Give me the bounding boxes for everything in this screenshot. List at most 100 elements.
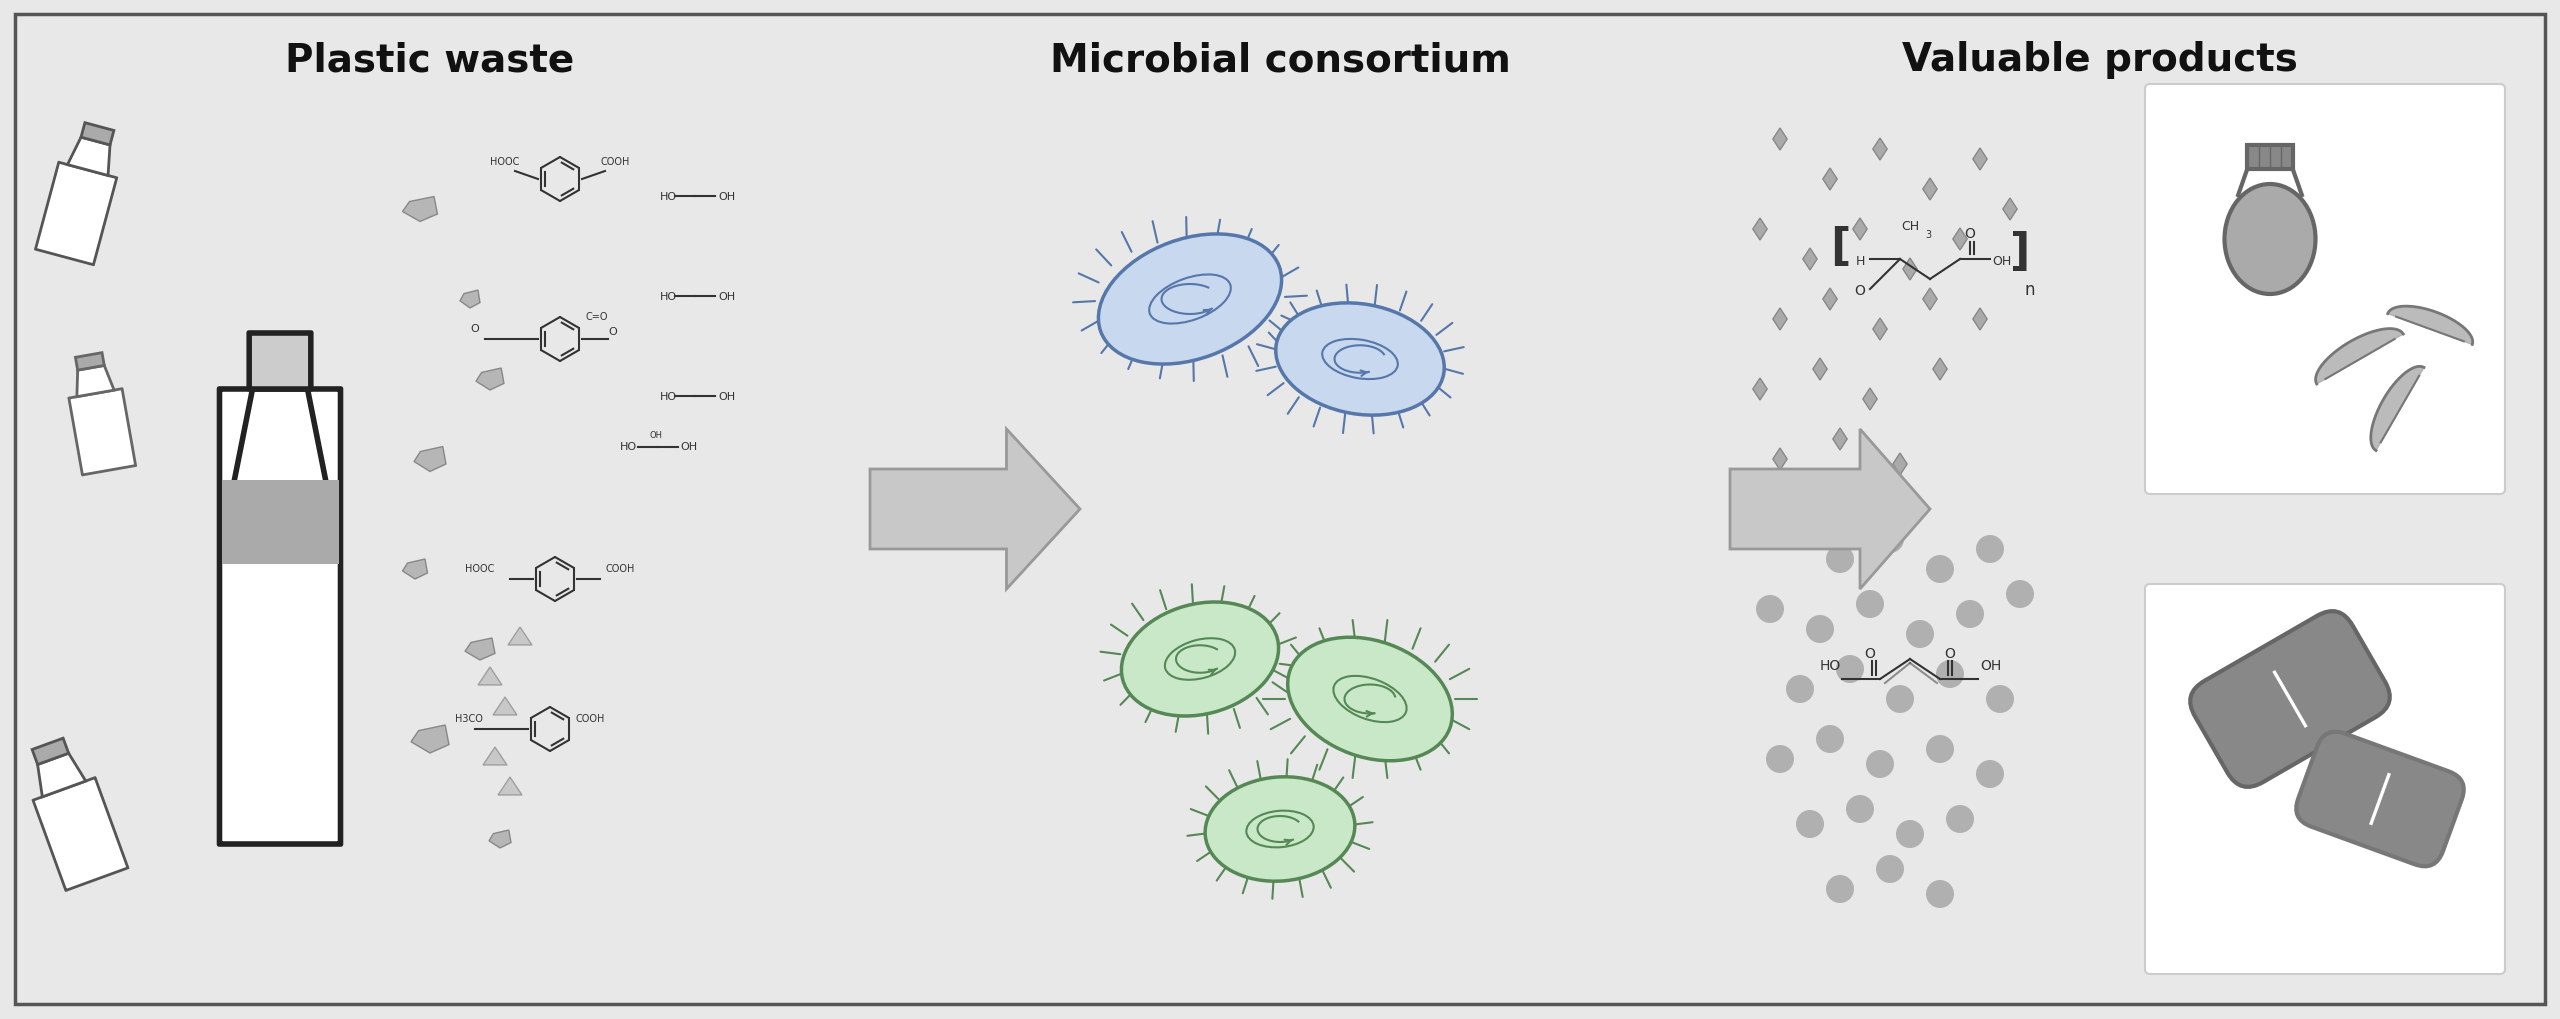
Text: Plastic waste: Plastic waste [284, 41, 573, 78]
Polygon shape [1933, 359, 1948, 381]
Text: HO: HO [660, 291, 678, 302]
Polygon shape [1953, 229, 1966, 251]
FancyBboxPatch shape [2145, 85, 2506, 494]
Bar [82, 123, 113, 146]
Bar [33, 739, 69, 764]
Polygon shape [479, 667, 502, 686]
Ellipse shape [1275, 304, 1444, 416]
Polygon shape [1802, 249, 1818, 271]
Polygon shape [461, 290, 481, 309]
Text: CH: CH [1902, 220, 1920, 232]
Polygon shape [476, 369, 504, 390]
Polygon shape [1812, 359, 1828, 381]
Polygon shape [1892, 453, 1907, 476]
Polygon shape [1823, 288, 1838, 311]
Text: COOH: COOH [576, 713, 604, 723]
Circle shape [1815, 726, 1843, 753]
FancyBboxPatch shape [220, 389, 340, 844]
Polygon shape [494, 697, 517, 715]
Ellipse shape [2225, 184, 2314, 294]
Polygon shape [1754, 219, 1766, 240]
Polygon shape [1731, 430, 1930, 589]
Text: OH: OH [717, 391, 735, 401]
Text: OH: OH [717, 291, 735, 302]
Ellipse shape [1098, 234, 1283, 365]
Text: O: O [1946, 646, 1956, 660]
Circle shape [1987, 686, 2015, 713]
Text: OH: OH [1979, 658, 2002, 673]
Polygon shape [1774, 128, 1787, 151]
Circle shape [1846, 795, 1874, 823]
Bar [223, 481, 338, 565]
Text: n: n [2025, 280, 2035, 299]
Circle shape [1805, 615, 1833, 643]
Text: Microbial consortium: Microbial consortium [1050, 41, 1510, 78]
Polygon shape [412, 726, 448, 753]
Polygon shape [2371, 367, 2424, 451]
Circle shape [1766, 745, 1795, 773]
Polygon shape [1864, 388, 1876, 411]
Text: Valuable products: Valuable products [1902, 41, 2299, 78]
Polygon shape [507, 628, 532, 645]
Polygon shape [415, 447, 445, 472]
Polygon shape [1874, 319, 1887, 340]
Circle shape [1825, 875, 1853, 903]
Text: ]: ] [2010, 230, 2030, 274]
Ellipse shape [1121, 602, 1277, 716]
Text: OH: OH [681, 441, 696, 451]
Ellipse shape [1288, 638, 1452, 761]
Polygon shape [402, 559, 428, 580]
Text: HOOC: HOOC [489, 157, 520, 167]
Text: HO: HO [660, 391, 678, 401]
Circle shape [1836, 655, 1864, 684]
Polygon shape [1823, 169, 1838, 191]
Circle shape [1946, 805, 1974, 834]
Circle shape [1777, 516, 1805, 543]
Polygon shape [2388, 307, 2473, 345]
Circle shape [1787, 676, 1815, 703]
Polygon shape [38, 753, 87, 797]
Circle shape [1876, 855, 1905, 883]
Text: OH: OH [717, 192, 735, 202]
Circle shape [1976, 760, 2004, 789]
Text: COOH: COOH [604, 564, 635, 574]
Text: H3CO: H3CO [456, 713, 484, 723]
Text: O: O [1864, 646, 1876, 660]
Circle shape [1925, 555, 1953, 584]
FancyBboxPatch shape [248, 333, 310, 389]
Polygon shape [2317, 329, 2404, 384]
Bar [2248, 146, 2294, 170]
Circle shape [1897, 820, 1925, 848]
Circle shape [1887, 686, 1915, 713]
Circle shape [1907, 621, 1933, 648]
FancyBboxPatch shape [36, 163, 118, 266]
Circle shape [1925, 880, 1953, 908]
FancyBboxPatch shape [69, 389, 136, 476]
Polygon shape [499, 777, 522, 795]
Text: [: [ [1830, 226, 1851, 269]
Text: 3: 3 [1925, 229, 1930, 239]
Polygon shape [402, 198, 438, 222]
Polygon shape [1974, 309, 1987, 331]
Text: O: O [609, 327, 617, 336]
Polygon shape [489, 830, 512, 848]
Polygon shape [77, 366, 115, 397]
Text: OH: OH [650, 431, 663, 439]
FancyBboxPatch shape [2296, 732, 2463, 866]
FancyBboxPatch shape [2145, 585, 2506, 974]
Polygon shape [1833, 429, 1848, 450]
Polygon shape [1853, 219, 1866, 240]
Text: HOOC: HOOC [466, 564, 494, 574]
Polygon shape [1874, 139, 1887, 161]
Bar [74, 354, 105, 371]
Circle shape [2007, 581, 2035, 608]
Polygon shape [1774, 309, 1787, 331]
Circle shape [1976, 535, 2004, 564]
FancyBboxPatch shape [33, 777, 128, 891]
Text: O: O [471, 324, 479, 333]
Text: O: O [1853, 283, 1866, 298]
FancyBboxPatch shape [2191, 611, 2391, 787]
Polygon shape [1974, 149, 1987, 171]
Circle shape [1935, 660, 1964, 688]
Text: O: O [1964, 227, 1976, 240]
